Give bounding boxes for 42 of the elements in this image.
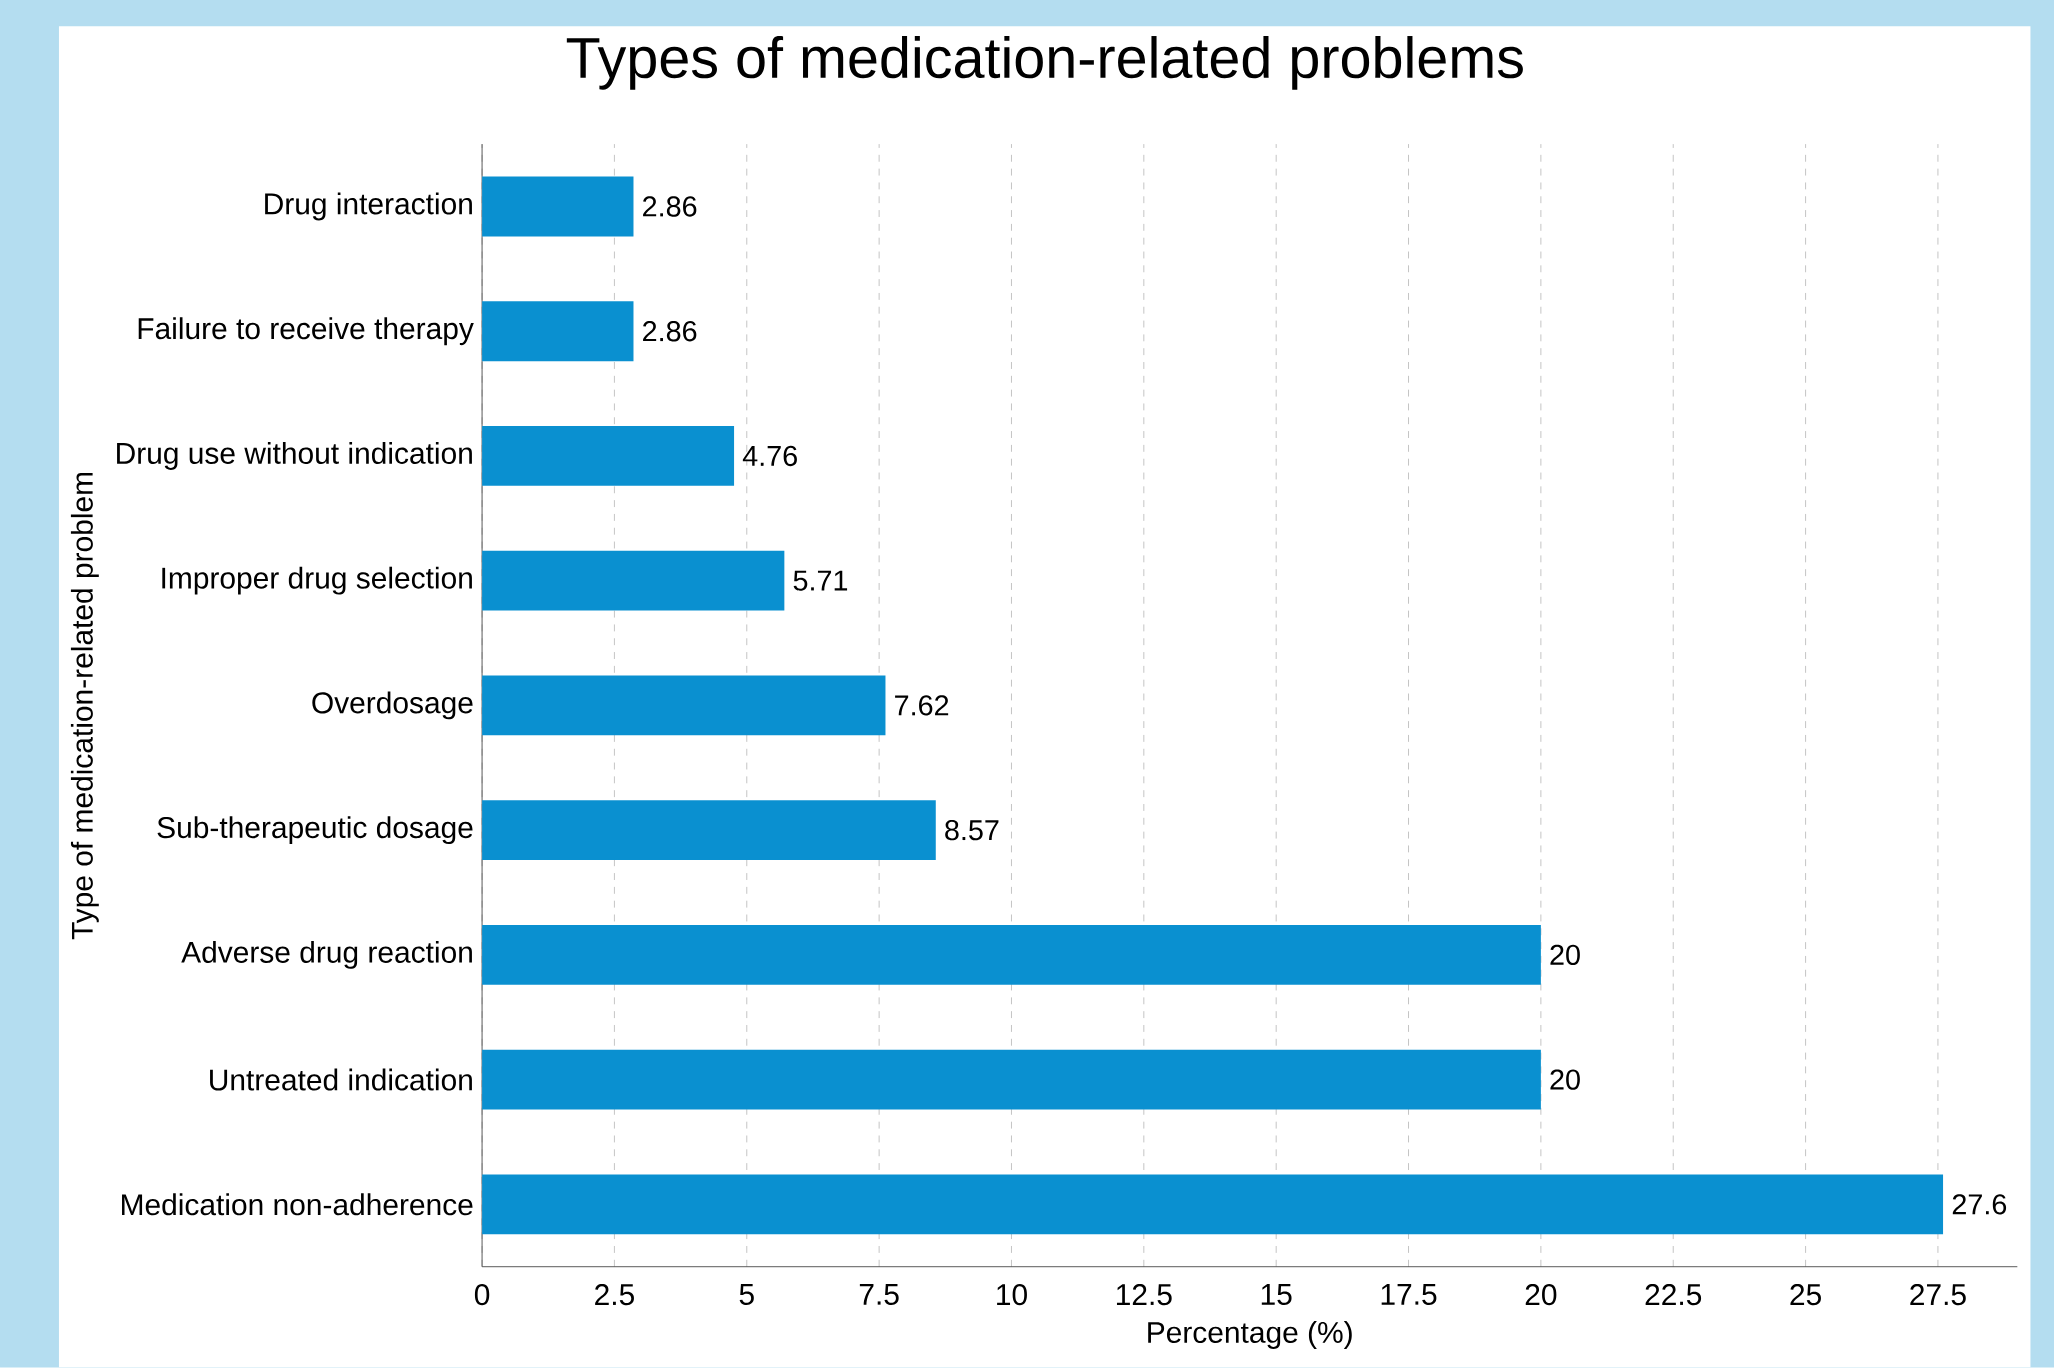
x-tick-label: 7.5 <box>859 1284 899 1306</box>
data-label: 20 <box>1550 1069 1580 1090</box>
x-tick-label: 5 <box>739 1284 754 1306</box>
data-label: 5.71 <box>793 570 848 591</box>
bar <box>482 800 936 861</box>
data-label: 20 <box>1550 944 1580 966</box>
y-tick-label: Medication non-adherence <box>122 1193 473 1216</box>
data-label: 7.62 <box>895 695 949 716</box>
x-tick-label: 20 <box>1525 1284 1557 1306</box>
bar <box>482 1049 1541 1110</box>
x-tick-label: 2.5 <box>595 1284 634 1306</box>
x-tick-label: 12.5 <box>1116 1284 1172 1306</box>
bar <box>482 925 1541 986</box>
y-tick-label: Failure to receive therapy <box>138 317 474 346</box>
y-tick-label: Improper drug selection <box>162 566 472 595</box>
x-tick-label: 17.5 <box>1381 1284 1437 1306</box>
x-tick-label: 0 <box>474 1284 490 1306</box>
y-tick-label: Drug use without indication <box>117 442 472 471</box>
bar <box>482 550 785 611</box>
bar <box>482 675 886 736</box>
y-axis-title: Type of medication-related problem <box>70 473 99 940</box>
data-label: 8.57 <box>945 820 999 841</box>
chart-title: Types of medication-related problems <box>566 36 1523 90</box>
data-label: 4.76 <box>742 445 797 467</box>
data-label: 2.86 <box>643 321 697 342</box>
y-tick-label: Untreated indication <box>210 1068 472 1091</box>
x-axis-title: Percentage (%) <box>1148 1321 1352 1350</box>
y-tick-label: Overdosage <box>312 691 473 720</box>
bar <box>482 301 634 362</box>
y-tick-label: Adverse drug reaction <box>181 941 472 970</box>
bar <box>482 176 634 237</box>
y-tick-label: Sub-therapeutic dosage <box>157 816 473 845</box>
y-tick-label: Drug interaction <box>265 192 472 221</box>
bar <box>482 1174 1944 1235</box>
x-tick-label: 27.5 <box>1910 1284 1966 1306</box>
x-tick-label: 10 <box>997 1284 1027 1306</box>
x-tick-label: 22.5 <box>1645 1284 1702 1306</box>
data-label: 27.6 <box>1952 1194 2007 1215</box>
x-tick-label: 25 <box>1790 1284 1821 1306</box>
bar <box>482 426 735 487</box>
data-label: 2.86 <box>643 196 697 217</box>
x-tick-label: 15 <box>1261 1284 1292 1306</box>
